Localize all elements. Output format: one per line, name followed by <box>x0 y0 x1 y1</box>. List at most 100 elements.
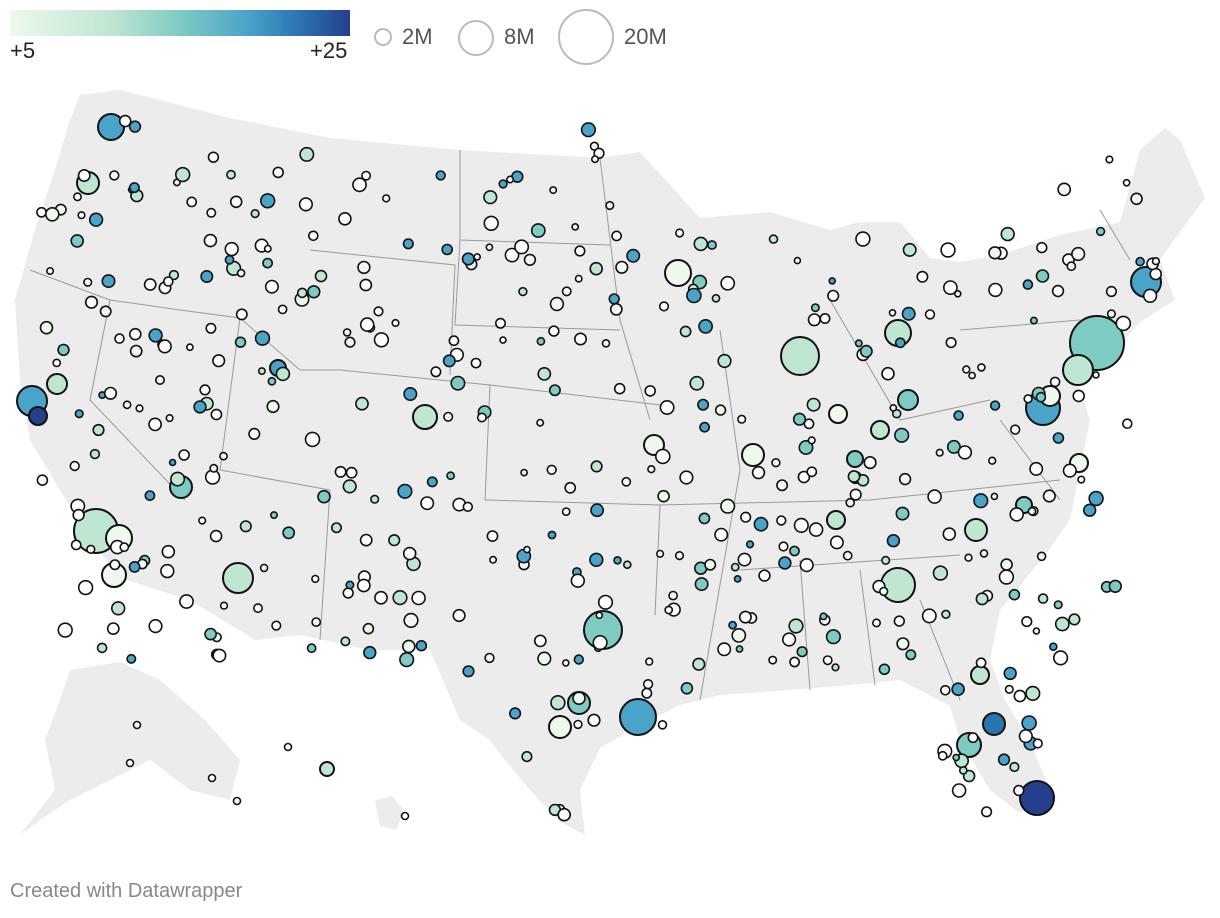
city-marker <box>442 354 456 368</box>
city-marker <box>1071 246 1086 262</box>
city-marker <box>1004 684 1014 695</box>
city-marker <box>658 301 670 312</box>
city-marker <box>587 713 601 727</box>
city-marker <box>595 611 604 620</box>
city-marker <box>1013 784 1025 797</box>
city-marker <box>803 418 815 430</box>
city-marker <box>212 648 227 663</box>
city-marker <box>234 336 247 348</box>
city-bubble <box>826 510 846 530</box>
city-marker <box>193 400 207 414</box>
city-marker <box>1142 288 1158 303</box>
city-marker <box>953 410 964 421</box>
city-marker <box>226 169 236 180</box>
city-marker <box>518 286 528 297</box>
city-marker <box>945 337 957 349</box>
city-marker <box>163 276 174 287</box>
city-bubble <box>222 562 254 594</box>
city-marker <box>426 476 438 488</box>
city-marker <box>1008 588 1021 601</box>
city-marker <box>260 193 276 209</box>
city-marker <box>1130 192 1143 206</box>
city-marker <box>170 471 186 487</box>
city-marker <box>269 511 278 520</box>
city-marker <box>357 260 371 275</box>
city-marker <box>689 375 705 391</box>
city-marker <box>206 207 217 218</box>
color-scale-bar <box>10 10 350 36</box>
color-scale-low-label: +5 <box>10 38 36 63</box>
city-marker <box>342 587 354 599</box>
city-marker <box>143 278 157 291</box>
city-marker <box>307 285 321 299</box>
city-marker <box>219 451 228 461</box>
city-marker <box>345 466 358 479</box>
city-marker <box>808 522 824 537</box>
city-marker <box>239 520 252 533</box>
city-marker <box>979 549 989 558</box>
city-marker <box>1105 285 1117 298</box>
city-marker <box>547 530 557 540</box>
city-marker <box>317 489 331 504</box>
city-marker <box>738 610 752 624</box>
city-marker <box>664 605 674 615</box>
city-marker <box>768 655 778 665</box>
city-marker <box>902 242 917 257</box>
city-bubble <box>970 665 990 685</box>
city-marker <box>1054 616 1070 632</box>
city-marker <box>106 622 120 635</box>
city-marker <box>129 344 143 358</box>
city-marker <box>484 652 495 664</box>
city-marker <box>697 398 710 411</box>
city-marker <box>825 629 842 645</box>
city-marker <box>626 248 641 263</box>
city-marker <box>849 488 862 501</box>
city-marker <box>561 659 570 667</box>
city-marker <box>988 282 1003 298</box>
city-marker <box>392 589 408 606</box>
city-marker <box>109 170 120 181</box>
city-marker <box>446 471 455 481</box>
city-marker <box>70 539 82 551</box>
city-marker <box>388 534 401 547</box>
size-label-2m: 2M <box>402 24 433 49</box>
city-marker <box>1122 178 1131 187</box>
city-marker <box>720 498 736 514</box>
city-marker <box>275 366 291 382</box>
city-marker <box>1122 418 1133 430</box>
city-marker <box>1036 551 1047 562</box>
city-marker <box>621 476 632 487</box>
city-marker <box>411 590 426 606</box>
city-marker <box>168 458 177 467</box>
city-marker <box>224 254 235 265</box>
city-marker <box>175 166 191 183</box>
city-marker <box>1021 615 1033 628</box>
city-marker <box>881 555 891 566</box>
city-marker <box>128 182 140 194</box>
city-marker <box>571 222 580 231</box>
city-marker <box>940 242 956 258</box>
city-marker <box>939 684 951 696</box>
city-marker <box>399 651 415 668</box>
city-marker <box>36 474 49 487</box>
city-marker <box>330 522 342 534</box>
city-marker <box>520 468 528 477</box>
city-marker <box>572 691 586 706</box>
city-marker <box>1009 507 1025 522</box>
city-marker <box>306 643 317 654</box>
city-marker <box>236 268 246 278</box>
city-marker <box>476 412 487 423</box>
city-marker <box>257 367 266 376</box>
city-marker <box>647 465 656 474</box>
city-marker <box>694 577 709 592</box>
city-marker <box>359 317 375 332</box>
city-marker <box>148 328 163 343</box>
city-marker <box>250 209 260 219</box>
city-marker <box>119 542 130 553</box>
city-marker <box>1049 376 1061 388</box>
city-marker <box>114 333 125 344</box>
city-marker <box>871 618 881 628</box>
city-marker <box>895 506 910 521</box>
city-marker <box>262 257 273 269</box>
city-marker <box>207 151 220 163</box>
